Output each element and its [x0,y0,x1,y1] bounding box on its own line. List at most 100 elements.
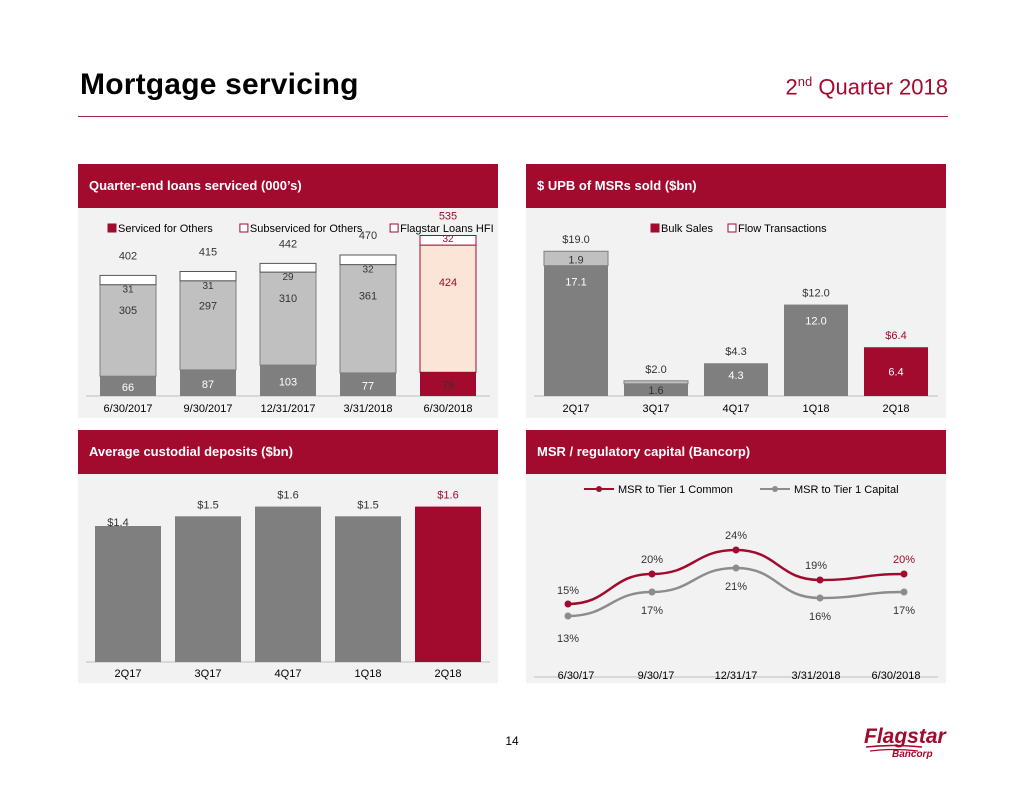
msrs-xtick-0: 2Q17 [563,403,590,415]
msrs-total-4: $6.4 [885,330,906,342]
loans-label-2-3: 32 [362,265,374,276]
loans-label-2-1: 31 [202,281,214,292]
msrcap-point-0-2 [732,546,740,554]
loans-bar-0-2 [260,365,316,396]
deposits-xtick-3: 1Q18 [355,668,382,680]
page-title: Mortgage servicing [80,68,359,101]
loans-legend-0-swatch [107,223,117,233]
loans-bar-2-0 [99,274,157,286]
loans-bar-0-0 [100,376,156,396]
loans-label-1-3: 361 [359,290,377,302]
loans-bar-1-2 [259,271,317,366]
loans-label-1-2: 310 [279,293,297,305]
loans-legend-1-label: Subserviced for Others [250,223,363,235]
msrs-label-0-3: 12.0 [805,316,826,328]
loans-total-1: 415 [199,247,217,259]
logo-main-text: Flagstar [864,725,948,748]
msrcap-label-1-2: 21% [725,581,747,593]
loans-label-0-1: 87 [202,379,214,391]
msrs-total-2: $4.3 [725,346,746,358]
deposits-panel-title: Average custodial deposits ($bn) [78,430,498,474]
logo-swoosh-2 [869,748,919,752]
loans-label-1-1: 297 [199,300,217,312]
quarter-label: 2nd Quarter 2018 [785,74,948,100]
msrs-bar-0-1 [624,383,688,396]
msrs-label-0-0: 17.1 [565,277,586,289]
msrcap-legend-marker-0 [596,486,602,492]
msrs-label-0-2: 4.3 [728,370,743,382]
msrs-bar-0-2 [704,363,768,396]
deposits-xtick-1: 3Q17 [195,668,222,680]
loans-legend-1-swatch [239,223,249,233]
deposits-label-1: $1.5 [197,499,218,511]
msrcap-point-0-3 [816,576,824,584]
msrcap-point-1-3 [816,594,824,602]
msrs-bar-0-0 [544,265,608,396]
msrs-xtick-4: 2Q18 [883,403,910,415]
loans-xtick-2: 12/31/2017 [260,403,315,415]
loans-total-4: 535 [439,211,457,223]
deposits-bar-3 [335,516,401,662]
loans-xtick-4: 6/30/2018 [424,403,473,415]
msrcap-point-0-0 [564,600,572,608]
msrcap-label-0-2: 24% [725,530,747,542]
loans-label-0-3: 77 [362,380,374,392]
msrcap-label-0-4: 20% [893,554,915,566]
loans-legend-2-swatch [389,223,399,233]
msrcap-label-1-0: 13% [557,633,579,645]
msrs-xtick-1: 3Q17 [643,403,670,415]
loans-label-1-0: 305 [119,305,137,317]
deposits-xtick-0: 2Q17 [115,668,142,680]
loans-bar-0-4 [420,372,476,396]
loans-bar-0-3 [340,372,396,396]
msrs-bar-1-1 [623,380,689,385]
deposits-bar-4 [415,506,481,662]
msrcap-xtick-0: 6/30/17 [558,670,595,682]
deposits-xtick-4: 2Q18 [435,668,462,680]
loans-label-2-2: 29 [282,272,294,283]
loans-label-1-4: 424 [439,277,457,289]
msrcap-point-1-0 [564,612,572,620]
loans-xtick-0: 6/30/2017 [104,403,153,415]
deposits-label-3: $1.5 [357,499,378,511]
msrcap-legend-marker-1 [772,486,778,492]
loans-legend-2-label: Flagstar Loans HFI [400,223,494,235]
loans-panel-title: Quarter-end loans serviced (000’s) [78,164,498,208]
msrcap-label-1-1: 17% [641,605,663,617]
msrs-panel: $ UPB of MSRs sold ($bn) Bulk Sales Flow … [526,164,946,418]
msrs-legend-0-swatch [650,223,660,233]
msrs-label-0-4: 6.4 [888,367,903,379]
msrs-total-0: $19.0 [562,234,590,246]
msrs-total-3: $12.0 [802,288,830,300]
deposits-bar-0 [95,526,161,662]
deposits-label-2: $1.6 [277,490,298,502]
msrcap-point-0-1 [648,570,656,578]
loans-xtick-1: 9/30/2017 [184,403,233,415]
msrcap-chart: MSR to Tier 1 Common MSR to Tier 1 Capita… [534,484,938,682]
title-rule [78,116,948,117]
loans-xtick-3: 3/31/2018 [344,403,393,415]
deposits-xtick-2: 4Q17 [275,668,302,680]
loans-bar-2-4 [419,235,477,246]
loans-label-0-2: 103 [279,377,297,389]
loans-bar-0-1 [180,369,236,396]
deposits-bar-2 [255,506,321,662]
loans-label-0-4: 79 [442,380,454,392]
msrcap-point-0-4 [900,570,908,578]
msrs-legend-1-swatch [727,223,737,233]
msrcap-xtick-4: 6/30/2018 [872,670,921,682]
deposits-panel: Average custodial deposits ($bn) $1.4 2Q1… [78,430,498,683]
msrs-bar-1-0 [543,250,609,267]
msrcap-legend-label-1: MSR to Tier 1 Capital [794,484,899,496]
flagstar-logo: Flagstar Bancorp [864,725,948,760]
msrcap-panel: MSR / regulatory capital (Bancorp) MSR t… [526,430,946,683]
msrs-label-1-0: 1.9 [568,255,583,267]
logo-sub-text: Bancorp [892,749,933,760]
msrs-legend-0-label: Bulk Sales [661,223,713,235]
msrcap-point-1-4 [900,588,908,596]
msrcap-label-1-4: 17% [893,605,915,617]
msrcap-legend-label-0: MSR to Tier 1 Common [618,484,733,496]
loans-bar-1-3 [339,264,397,374]
msrs-bar-0-4 [864,347,928,396]
msrcap-label-0-3: 19% [805,560,827,572]
